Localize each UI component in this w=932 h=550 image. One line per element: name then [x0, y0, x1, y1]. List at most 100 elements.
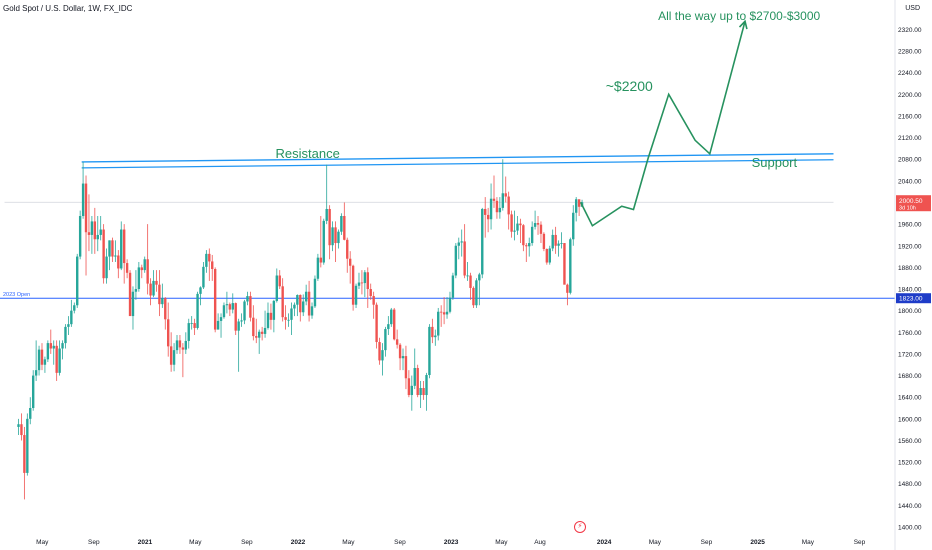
candle-body — [363, 272, 367, 284]
candle-body — [252, 317, 255, 337]
candle-body — [43, 359, 47, 365]
candle-body — [481, 208, 484, 275]
candle-body — [222, 305, 226, 318]
candle-body — [310, 306, 314, 316]
candle-body — [181, 347, 185, 350]
candle-body — [161, 298, 164, 305]
candle-body — [346, 239, 349, 259]
candle-body — [398, 344, 402, 359]
time-axis: May Sep 2021 May Sep 2022 May Sep 2023 May Aug 2024… — [36, 539, 866, 546]
candle-body — [466, 275, 469, 277]
symbol-title[interactable]: Gold Spot / U.S. Dollar, 1W, FX_IDC — [3, 4, 133, 13]
candle-body — [387, 324, 390, 330]
candle-body — [410, 385, 414, 396]
candle-body — [243, 301, 246, 321]
price-tick-label: 2120.00 — [898, 135, 922, 142]
price-tick-label: 1600.00 — [898, 416, 922, 423]
candle-body — [73, 305, 76, 311]
candle-body — [428, 326, 431, 376]
price-tick-label: 2280.00 — [898, 49, 922, 56]
candle-body — [37, 349, 41, 371]
candle-body — [23, 435, 26, 473]
candle-body — [381, 350, 384, 361]
candle-body — [29, 408, 32, 419]
candle-body — [111, 240, 114, 257]
candle-body — [348, 258, 352, 266]
candle-body — [489, 198, 493, 220]
candle-body — [125, 263, 129, 273]
candle-body — [281, 286, 284, 318]
candle-body — [343, 216, 346, 240]
price-tick-label: 1760.00 — [898, 330, 922, 337]
candle-body — [357, 282, 361, 286]
candle-body — [143, 259, 146, 271]
support-line — [81, 159, 834, 169]
candle-body — [519, 223, 522, 226]
candle-body — [257, 331, 261, 338]
candle-body — [486, 214, 490, 220]
candle-body — [416, 367, 419, 396]
time-tick-label: May — [36, 539, 49, 546]
candle-body — [457, 242, 460, 246]
candle-body — [439, 311, 443, 313]
candle-body — [393, 309, 396, 340]
price-tick-label: 2160.00 — [898, 113, 922, 120]
candle-body — [164, 298, 167, 320]
annotation-text: ~$2200 — [606, 78, 653, 94]
price-tick-label: 2240.00 — [898, 70, 922, 77]
current-price-badge — [896, 195, 931, 212]
candle-body — [117, 255, 120, 269]
time-tick-label: May — [649, 539, 662, 546]
candle-body — [478, 274, 481, 281]
candle-body — [378, 342, 381, 361]
price-tick-label: 1440.00 — [898, 503, 922, 510]
candle-body — [331, 227, 334, 246]
candle-body — [269, 312, 273, 320]
candle-body — [175, 340, 179, 351]
candle-body — [548, 248, 551, 263]
candle-body — [81, 183, 85, 217]
candle-body — [140, 267, 143, 271]
candle-body — [542, 233, 546, 249]
candle-body — [90, 221, 94, 235]
lightning-icon[interactable]: ⚡ — [574, 521, 586, 533]
price-tick-label: 1680.00 — [898, 373, 922, 380]
candle-body — [49, 343, 52, 349]
candle-body — [299, 294, 302, 313]
candle-body — [67, 324, 70, 327]
candle-body — [20, 424, 23, 436]
candle-body — [134, 289, 138, 292]
candle-body — [219, 317, 223, 321]
candle-body — [302, 301, 305, 313]
price-tick-label: 1720.00 — [898, 351, 922, 358]
time-tick-label: 2024 — [597, 539, 612, 546]
candle-body — [34, 370, 38, 376]
candle-body — [234, 303, 237, 331]
candle-body — [120, 229, 123, 269]
candle-body — [498, 207, 502, 213]
candle-body — [431, 326, 434, 338]
candle-body — [325, 208, 328, 221]
candle-body — [560, 243, 563, 244]
candle-body — [263, 327, 267, 334]
candle-body — [390, 309, 393, 325]
currency-label[interactable]: USD — [905, 5, 920, 12]
price-tick-label: 2200.00 — [898, 92, 922, 99]
candle-body — [55, 345, 58, 373]
candle-body — [475, 280, 478, 306]
candle-body — [146, 259, 149, 284]
candle-body — [293, 304, 296, 309]
time-tick-label: Sep — [701, 539, 713, 546]
candle-body — [202, 266, 205, 288]
candle-body — [260, 331, 264, 334]
drawings-layer: 2023 Open — [0, 153, 895, 299]
price-tick-label: 2080.00 — [898, 157, 922, 164]
candle-body — [483, 208, 487, 215]
candle-body — [96, 234, 99, 240]
candle-body — [384, 329, 387, 351]
countdown-value: 3d 10h — [899, 206, 916, 212]
candle-body — [231, 303, 234, 310]
candle-body — [61, 343, 64, 349]
